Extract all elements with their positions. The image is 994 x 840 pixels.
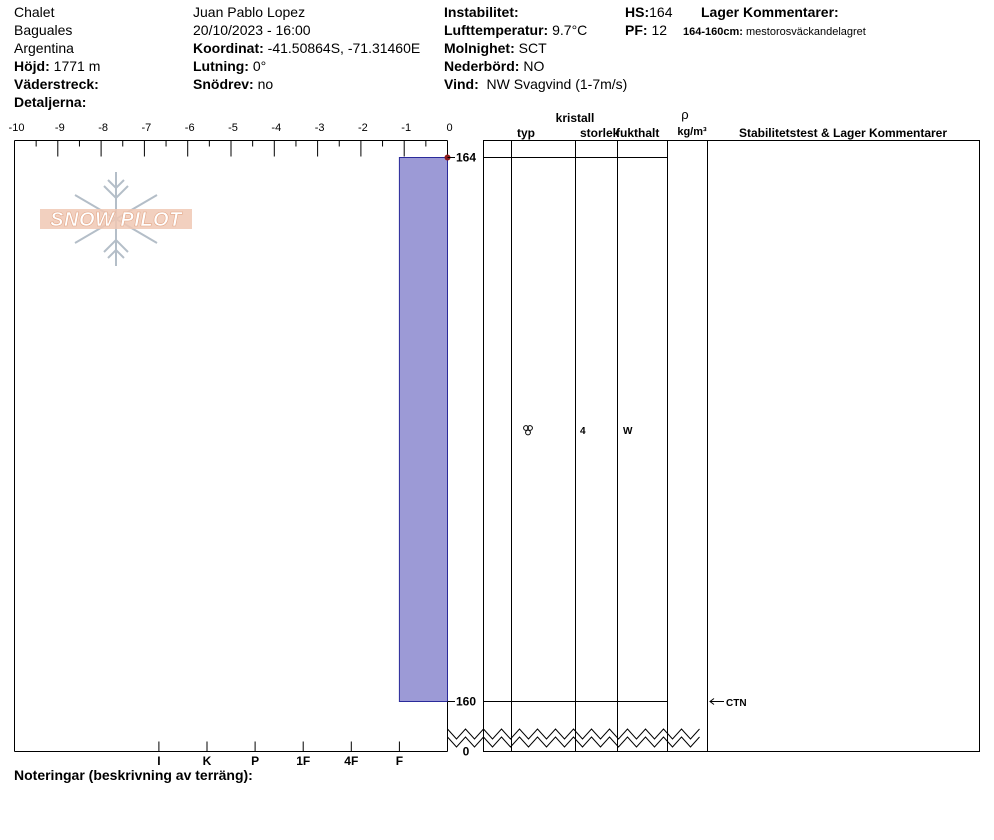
height-label: 0 [463, 745, 470, 759]
slope-label: Lutning: [193, 58, 249, 74]
coordinates: Koordinat: -41.50864S, -71.31460E [193, 40, 420, 56]
hardness-label: I [157, 754, 160, 768]
hardness-label: F [396, 754, 403, 768]
watermark-text: SNOW PILOT [50, 209, 183, 231]
snow-drift-value: no [257, 76, 274, 92]
x-tick-label: -3 [315, 122, 325, 134]
snow-height-label: HS: [625, 4, 650, 20]
height-label: 164 [456, 151, 476, 165]
hardness-label: 1F [296, 754, 310, 768]
penetration-foot: PF: 12 [625, 22, 667, 38]
notes-label: Noteringar (beskrivning av terräng): [14, 767, 253, 783]
instability-label: Instabilitet: [444, 4, 519, 20]
x-tick-label: -10 [9, 122, 25, 134]
snow-height-value: 164 [649, 4, 673, 20]
header-density-symbol: ρ [681, 107, 688, 122]
height-label: 160 [456, 695, 476, 709]
wind: Vind: NW Svagvind (1-7m/s) [444, 76, 627, 92]
layer-wetness: W [623, 426, 633, 437]
hardness-label: K [203, 754, 212, 768]
test-pointer-arrow-icon [709, 698, 724, 705]
profile-break-line [447, 736, 700, 748]
layer-comment-text: mestorosväckandelagret [746, 26, 866, 38]
elevation-value: 1771 m [53, 58, 101, 74]
penetration-foot-label: PF: [625, 22, 648, 38]
x-tick-label: -7 [142, 122, 152, 134]
slope-value: 0° [252, 58, 267, 74]
layer-comment-range: 164-160cm: [683, 26, 743, 38]
elevation-label: Höjd: [14, 58, 50, 74]
details-label: Detaljerna: [14, 94, 87, 110]
header-crystal: kristall [556, 111, 595, 125]
penetration-foot-value: 12 [651, 22, 668, 38]
x-tick-label: -6 [185, 122, 195, 134]
observation-datetime: 20/10/2023 - 16:00 [193, 22, 311, 38]
slope: Lutning: 0° [193, 58, 266, 74]
x-tick-label: -1 [401, 122, 411, 134]
air-temperature-value: 9.7°C [552, 22, 588, 38]
header-stability: Stabilitetstest & Lager Kommentarer [739, 126, 947, 140]
elevation: Höjd: 1771 m [14, 58, 100, 74]
x-tick-label: -8 [98, 122, 108, 134]
snow-layer-bar [398, 157, 448, 702]
header-density-unit: kg/m³ [677, 126, 707, 138]
country-name: Argentina [14, 40, 74, 56]
location-name: Chalet [14, 4, 55, 20]
wind-value: NW Svagvind (1-7m/s) [486, 76, 628, 92]
header-wetness: fukthalt [616, 126, 659, 140]
region-name: Baguales [14, 22, 73, 38]
x-tick-label: 0 [446, 122, 452, 134]
precipitation-label: Nederbörd: [444, 58, 520, 74]
coordinates-label: Koordinat: [193, 40, 264, 56]
precipitation: Nederbörd: NO [444, 58, 544, 74]
x-tick-label: -4 [271, 122, 281, 134]
snow-height: HS:164 [625, 4, 672, 20]
x-tick-label: -5 [228, 122, 238, 134]
aspect-label: Väderstreck: [14, 76, 99, 92]
stability-test-result: CTN [726, 698, 747, 709]
layer-table [447, 140, 980, 752]
header-size: storlek [580, 126, 620, 140]
cloud-cover-value: SCT [518, 40, 547, 56]
grain-size: 4 [580, 426, 586, 437]
snow-drift: Snödrev: no [193, 76, 273, 92]
rounded-grain-icon [523, 425, 533, 436]
profile-break-line [447, 728, 700, 740]
x-tick-label: -9 [55, 122, 65, 134]
snow-drift-label: Snödrev: [193, 76, 254, 92]
layer-comment: 164-160cm: mestorosväckandelagret [683, 24, 866, 40]
precipitation-value: NO [523, 58, 545, 74]
cloud-cover: Molnighet: SCT [444, 40, 547, 56]
hardness-label: P [251, 754, 259, 768]
coordinates-value: -41.50864S, -71.31460E [267, 40, 421, 56]
layer-comments-label: Lager Kommentarer: [701, 4, 839, 20]
air-temperature: Lufttemperatur: 9.7°C [444, 22, 587, 38]
wind-label: Vind: [444, 76, 479, 92]
air-temperature-label: Lufttemperatur: [444, 22, 549, 38]
snow-pilot-watermark: SNOW PILOT [40, 172, 192, 266]
observer-name: Juan Pablo Lopez [193, 4, 306, 20]
cloud-cover-label: Molnighet: [444, 40, 515, 56]
header-type: typ [517, 126, 535, 140]
x-tick-label: -2 [358, 122, 368, 134]
hardness-label: 4F [344, 754, 358, 768]
